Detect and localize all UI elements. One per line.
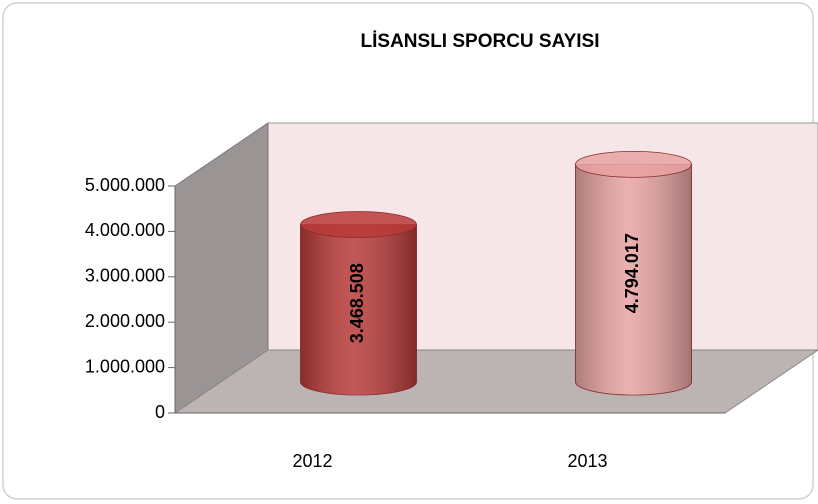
x-tick-label: 2013	[567, 451, 607, 471]
y-tick-label: 3.000.000	[85, 266, 165, 286]
y-tick-label: 0	[155, 402, 165, 422]
cylinder-top	[575, 150, 692, 178]
chart-title: LİSANSLI SPORCU SAYISI	[361, 31, 600, 52]
y-tick-label: 2.000.000	[85, 311, 165, 331]
bar-shade	[300, 224, 417, 396]
cylinder-top	[300, 211, 417, 238]
data-label: 4.794.017	[622, 233, 642, 313]
y-tick-label: 1.000.000	[85, 356, 165, 376]
data-label: 3.468.508	[347, 263, 367, 343]
y-tick-label: 4.000.000	[85, 220, 165, 240]
cylinder: 4.794.017	[575, 150, 692, 396]
floor	[173, 349, 818, 414]
bar-shade	[575, 164, 692, 396]
x-tick-label: 2012	[292, 451, 332, 471]
y-tick-label: 5.000.000	[85, 175, 165, 195]
cylinder: 3.468.508	[300, 211, 417, 396]
